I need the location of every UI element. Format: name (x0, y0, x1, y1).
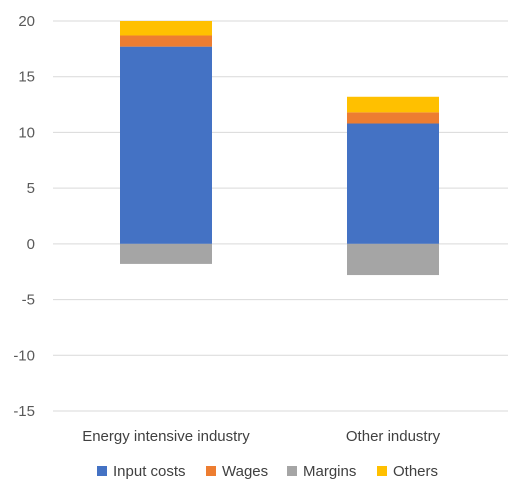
bar-wages-0 (120, 35, 212, 47)
bar-others-0 (120, 21, 212, 36)
x-category-label: Other industry (346, 428, 441, 445)
y-tick-label: 20 (18, 13, 35, 30)
legend-label: Wages (222, 463, 268, 480)
legend-swatch (206, 466, 216, 476)
legend-swatch (287, 466, 297, 476)
y-tick-label: -10 (13, 347, 35, 364)
legend-item-margins: Margins (287, 463, 356, 480)
legend-label: Others (393, 463, 438, 480)
legend-swatch (97, 466, 107, 476)
y-tick-label: 15 (18, 69, 35, 86)
legend-item-input-costs: Input costs (97, 463, 186, 480)
bars (120, 21, 439, 276)
bar-margins-1 (347, 243, 439, 276)
y-tick-label: 0 (27, 236, 35, 253)
x-category-label: Energy intensive industry (82, 428, 250, 445)
y-tick-label: 10 (18, 124, 35, 141)
legend-label: Margins (303, 463, 356, 480)
bar-margins-0 (120, 243, 212, 264)
legend-item-others: Others (377, 463, 438, 480)
legend-swatch (377, 466, 387, 476)
y-tick-label: 5 (27, 180, 35, 197)
legend-label: Input costs (113, 463, 186, 480)
bar-input-costs-0 (120, 46, 212, 244)
y-axis-tick-labels: 20 15 10 5 0 -5 -10 -15 (13, 13, 35, 420)
legend-item-wages: Wages (206, 463, 268, 480)
y-tick-label: -15 (13, 403, 35, 420)
bar-others-1 (347, 96, 439, 113)
y-tick-label: -5 (22, 292, 35, 309)
bar-wages-1 (347, 112, 439, 124)
x-axis-category-labels: Energy intensive industry Other industry (82, 428, 440, 445)
bar-input-costs-1 (347, 123, 439, 244)
legend: Input costs Wages Margins Others (97, 463, 438, 480)
